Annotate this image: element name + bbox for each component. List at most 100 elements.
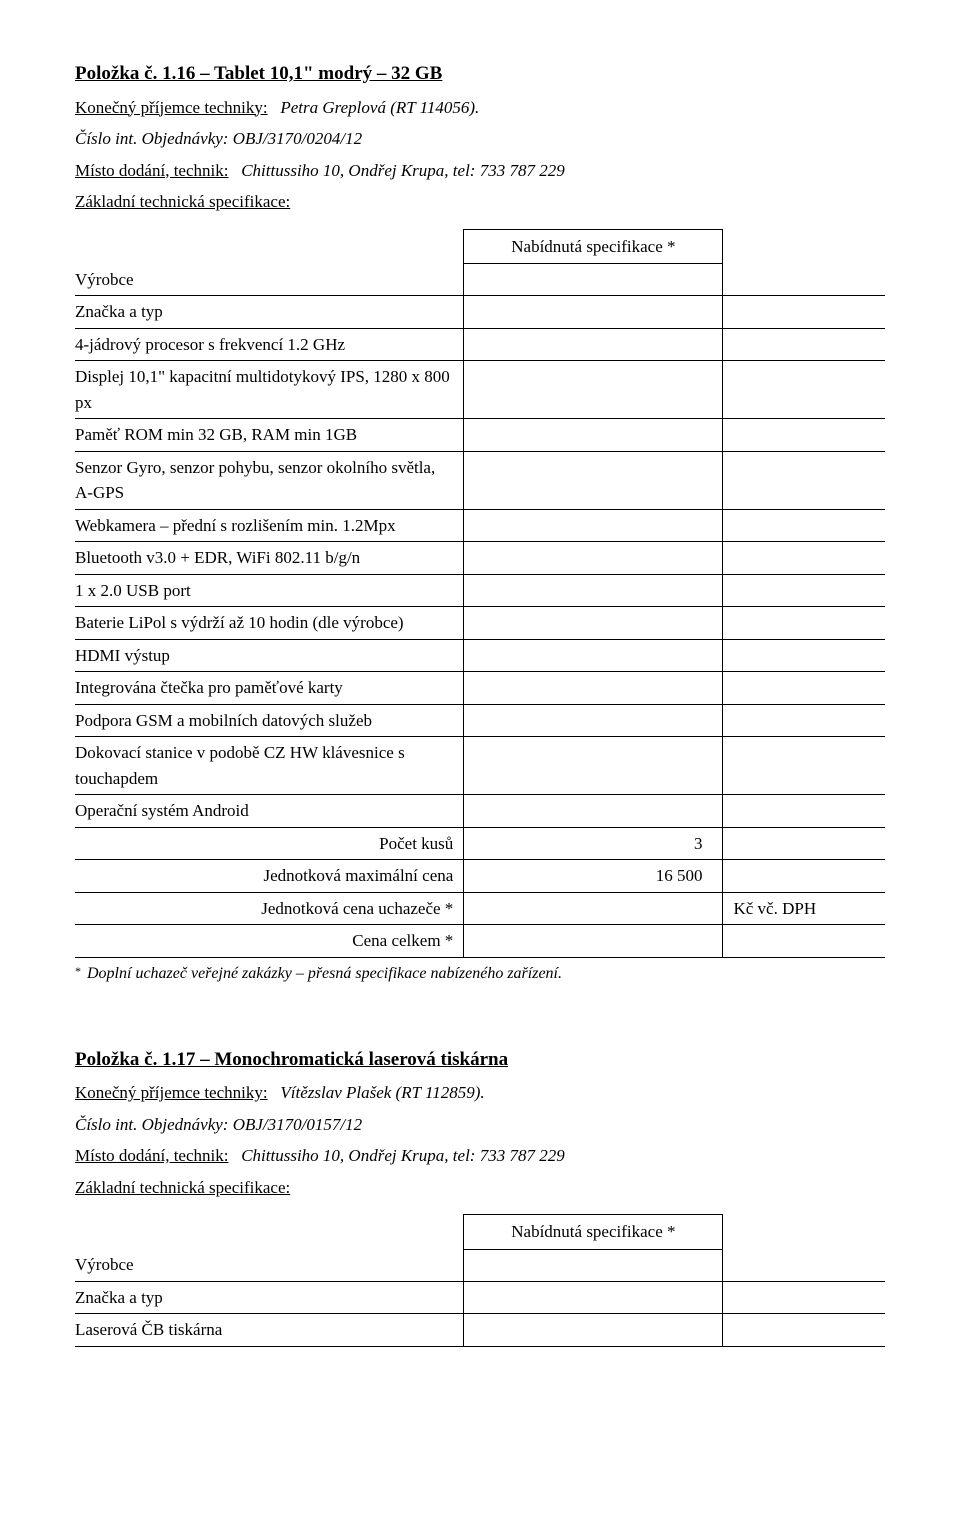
spec-row: 1 x 2.0 USB port: [75, 574, 885, 607]
spec-label: Dokovací stanice v podobě CZ HW klávesni…: [75, 737, 464, 795]
spec-label: Integrována čtečka pro paměťové karty: [75, 672, 464, 705]
spec-row: Paměť ROM min 32 GB, RAM min 1GB: [75, 419, 885, 452]
spec-value[interactable]: [464, 672, 723, 705]
qty-label: Počet kusů: [75, 827, 464, 860]
spec-header-row: Nabídnutá specifikace *: [75, 229, 885, 264]
offered-spec-label: Nabídnutá specifikace *: [464, 1215, 723, 1250]
spec-label: Senzor Gyro, senzor pohybu, senzor okoln…: [75, 451, 464, 509]
recipient-value: Petra Greplová (RT 114056).: [280, 98, 479, 117]
spec-label: Baterie LiPol s výdrží až 10 hodin (dle …: [75, 607, 464, 640]
spec-value[interactable]: [464, 1281, 723, 1314]
spec-value[interactable]: [464, 737, 723, 795]
spec-label: Bluetooth v3.0 + EDR, WiFi 802.11 b/g/n: [75, 542, 464, 575]
unitmax-value: 16 500: [464, 860, 723, 893]
spec-row: Laserová ČB tiskárna: [75, 1314, 885, 1347]
item-title: Položka č. 1.17 – Monochromatická lasero…: [75, 1046, 885, 1075]
spec-header-empty: [75, 1215, 464, 1250]
spec-value[interactable]: [464, 296, 723, 329]
spec-label: Operační systém Android: [75, 795, 464, 828]
spec-label: Výrobce: [75, 1249, 464, 1281]
total-row: Cena celkem *: [75, 925, 885, 958]
spec-value[interactable]: [464, 639, 723, 672]
spec-value[interactable]: [464, 542, 723, 575]
spec-label: Značka a typ: [75, 1281, 464, 1314]
unitbid-label: Jednotková cena uchazeče *: [75, 892, 464, 925]
unitbid-value[interactable]: [464, 892, 723, 925]
item-title: Položka č. 1.16 – Tablet 10,1" modrý – 3…: [75, 60, 885, 89]
spec-row: Integrována čtečka pro paměťové karty: [75, 672, 885, 705]
spec-row: Výrobce: [75, 1249, 885, 1281]
spec-label: Displej 10,1" kapacitní multidotykový IP…: [75, 361, 464, 419]
spec-value[interactable]: [464, 451, 723, 509]
spec-value[interactable]: [464, 574, 723, 607]
qty-row: Počet kusů 3: [75, 827, 885, 860]
spec-label: Výrobce: [75, 264, 464, 296]
spec-row: Dokovací stanice v podobě CZ HW klávesni…: [75, 737, 885, 795]
spec-row: Značka a typ: [75, 1281, 885, 1314]
unitbid-currency: Kč vč. DPH: [723, 892, 885, 925]
spec-value[interactable]: [464, 328, 723, 361]
recipient-line: Konečný příjemce techniky: Petra Greplov…: [75, 95, 885, 121]
spec-header: Základní technická specifikace:: [75, 1175, 885, 1201]
spec-value[interactable]: [464, 1314, 723, 1347]
footnote-text: Doplní uchazeč veřejné zakázky – přesná …: [87, 965, 562, 982]
spec-row: Senzor Gyro, senzor pohybu, senzor okoln…: [75, 451, 885, 509]
item-1: Položka č. 1.16 – Tablet 10,1" modrý – 3…: [75, 60, 885, 986]
spec-value[interactable]: [464, 419, 723, 452]
delivery-label: Místo dodání, technik:: [75, 161, 228, 180]
total-label: Cena celkem *: [75, 925, 464, 958]
spec-value[interactable]: [464, 607, 723, 640]
spec-row: 4-jádrový procesor s frekvencí 1.2 GHz: [75, 328, 885, 361]
spec-label: 4-jádrový procesor s frekvencí 1.2 GHz: [75, 328, 464, 361]
spec-label: Webkamera – přední s rozlišením min. 1.2…: [75, 509, 464, 542]
recipient-label: Konečný příjemce techniky:: [75, 1083, 268, 1102]
spec-row: Podpora GSM a mobilních datových služeb: [75, 704, 885, 737]
spec-header: Základní technická specifikace:: [75, 189, 885, 215]
spec-row: Operační systém Android: [75, 795, 885, 828]
order-line: Číslo int. Objednávky: OBJ/3170/0157/12: [75, 1112, 885, 1138]
delivery-label: Místo dodání, technik:: [75, 1146, 228, 1165]
spec-label: HDMI výstup: [75, 639, 464, 672]
spec-value[interactable]: [464, 361, 723, 419]
spec-label: Laserová ČB tiskárna: [75, 1314, 464, 1347]
item-2: Položka č. 1.17 – Monochromatická lasero…: [75, 1046, 885, 1347]
delivery-line: Místo dodání, technik: Chittussiho 10, O…: [75, 158, 885, 184]
total-value[interactable]: [464, 925, 723, 958]
spec-value[interactable]: [464, 795, 723, 828]
spec-value[interactable]: [464, 704, 723, 737]
spec-value[interactable]: [464, 264, 723, 296]
recipient-value: Vítězslav Plašek (RT 112859).: [280, 1083, 484, 1102]
delivery-value: Chittussiho 10, Ondřej Krupa, tel: 733 7…: [241, 161, 564, 180]
spec-row: Výrobce: [75, 264, 885, 296]
footnote-star: *: [75, 964, 81, 978]
unitmax-label: Jednotková maximální cena: [75, 860, 464, 893]
order-line: Číslo int. Objednávky: OBJ/3170/0204/12: [75, 126, 885, 152]
spec-row: HDMI výstup: [75, 639, 885, 672]
spec-value[interactable]: [464, 1249, 723, 1281]
spec-row: Bluetooth v3.0 + EDR, WiFi 802.11 b/g/n: [75, 542, 885, 575]
spec-label: Podpora GSM a mobilních datových služeb: [75, 704, 464, 737]
delivery-value: Chittussiho 10, Ondřej Krupa, tel: 733 7…: [241, 1146, 564, 1165]
recipient-line: Konečný příjemce techniky: Vítězslav Pla…: [75, 1080, 885, 1106]
unitmax-row: Jednotková maximální cena 16 500: [75, 860, 885, 893]
spec-table: Nabídnutá specifikace * Výrobce Značka a…: [75, 1214, 885, 1347]
spec-header-empty: [75, 229, 464, 264]
recipient-label: Konečný příjemce techniky:: [75, 98, 268, 117]
spec-row: Webkamera – přední s rozlišením min. 1.2…: [75, 509, 885, 542]
qty-value: 3: [464, 827, 723, 860]
delivery-line: Místo dodání, technik: Chittussiho 10, O…: [75, 1143, 885, 1169]
spec-header-right-empty: [723, 1215, 885, 1250]
spec-label: Paměť ROM min 32 GB, RAM min 1GB: [75, 419, 464, 452]
spec-value[interactable]: [464, 509, 723, 542]
spec-row: Baterie LiPol s výdrží až 10 hodin (dle …: [75, 607, 885, 640]
spec-label: Značka a typ: [75, 296, 464, 329]
footnote: * Doplní uchazeč veřejné zakázky – přesn…: [75, 962, 885, 986]
spec-row: Značka a typ: [75, 296, 885, 329]
spec-label: 1 x 2.0 USB port: [75, 574, 464, 607]
spec-table: Nabídnutá specifikace * Výrobce Značka a…: [75, 229, 885, 958]
spec-header-right-empty: [723, 229, 885, 264]
spec-header-row: Nabídnutá specifikace *: [75, 1215, 885, 1250]
unitbid-row: Jednotková cena uchazeče * Kč vč. DPH: [75, 892, 885, 925]
spec-row: Displej 10,1" kapacitní multidotykový IP…: [75, 361, 885, 419]
offered-spec-label: Nabídnutá specifikace *: [464, 229, 723, 264]
